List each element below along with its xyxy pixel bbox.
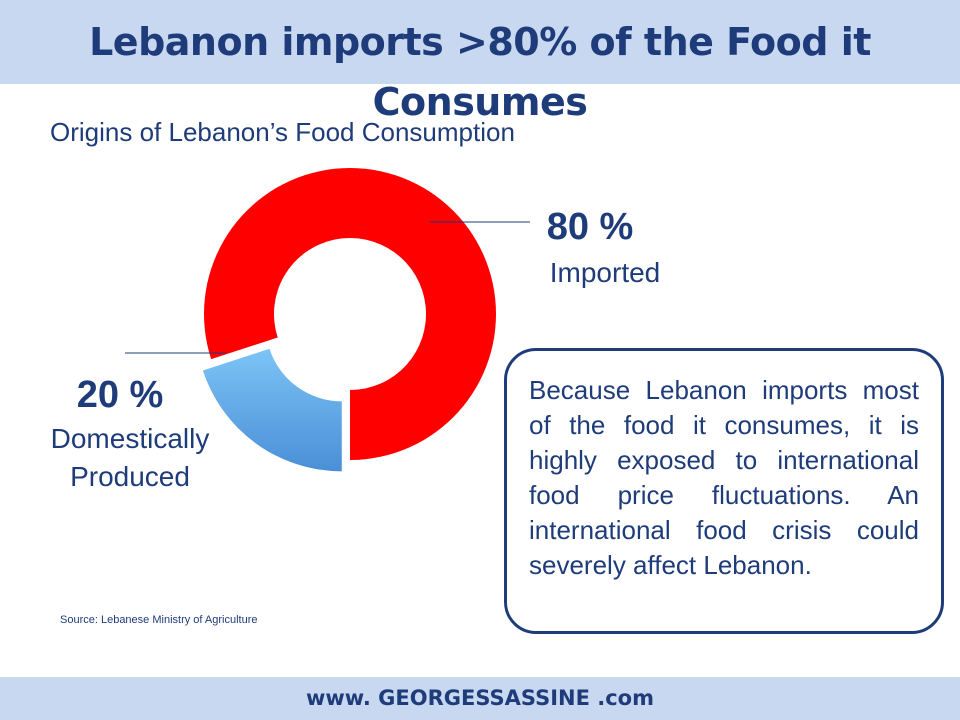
imported-name-label: Imported (549, 257, 661, 288)
donut-slice-imported (203, 167, 496, 460)
header-band (0, 0, 960, 84)
domestic-name-line2: Produced (70, 461, 190, 492)
slide-title: Lebanon imports >80% of the Food it Cons… (89, 20, 871, 124)
info-box: Because Lebanon imports most of the food… (504, 348, 944, 634)
source-note: Source: Lebanese Ministry of Agriculture (60, 614, 258, 626)
footer-website: www. GEORGESSASSINE .com (306, 686, 654, 710)
domestic-name-line1: Domestically (50, 423, 210, 454)
imported-percent-label: 80 % (546, 206, 634, 248)
donut-slice-domestic (202, 348, 342, 472)
chart-title: Origins of Lebanon’s Food Consumption (50, 117, 515, 147)
domestic-percent-label: 20 % (76, 374, 164, 416)
footer-band (0, 677, 960, 720)
domestic-name-label: Domestically Produced (20, 420, 240, 496)
info-box-text: Because Lebanon imports most of the food… (529, 375, 919, 580)
